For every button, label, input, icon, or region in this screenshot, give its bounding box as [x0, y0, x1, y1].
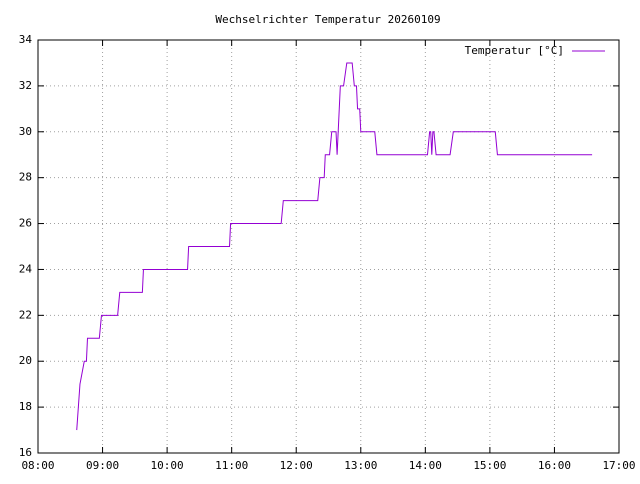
- data-line: [76, 62, 593, 431]
- chart-title: Wechselrichter Temperatur 20260109: [215, 13, 440, 26]
- legend-label: Temperatur [°C]: [465, 44, 564, 57]
- x-tick-label: 16:00: [538, 459, 571, 472]
- x-tick-label: 14:00: [409, 459, 442, 472]
- x-tick-label: 17:00: [602, 459, 635, 472]
- x-tick-label: 10:00: [151, 459, 184, 472]
- y-tick-label: 18: [19, 400, 32, 413]
- y-tick-label: 34: [19, 33, 33, 46]
- y-tick-label: 22: [19, 308, 32, 321]
- x-tick-label: 13:00: [344, 459, 377, 472]
- x-tick-label: 08:00: [21, 459, 54, 472]
- y-tick-label: 20: [19, 354, 32, 367]
- x-tick-label: 11:00: [215, 459, 248, 472]
- y-tick-label: 26: [19, 217, 32, 230]
- x-tick-label: 15:00: [473, 459, 506, 472]
- y-tick-label: 28: [19, 171, 32, 184]
- x-tick-label: 12:00: [280, 459, 313, 472]
- y-tick-label: 24: [19, 262, 33, 275]
- y-tick-label: 16: [19, 446, 32, 459]
- plot-frame: [37, 39, 620, 454]
- x-tick-label: 09:00: [86, 459, 119, 472]
- y-tick-label: 30: [19, 125, 32, 138]
- y-tick-label: 32: [19, 79, 32, 92]
